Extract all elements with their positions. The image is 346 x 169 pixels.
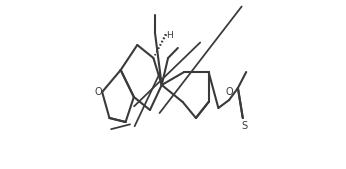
Text: H: H xyxy=(166,30,173,40)
Text: S: S xyxy=(242,122,247,131)
Text: O: O xyxy=(94,87,102,97)
Text: O: O xyxy=(225,87,233,97)
